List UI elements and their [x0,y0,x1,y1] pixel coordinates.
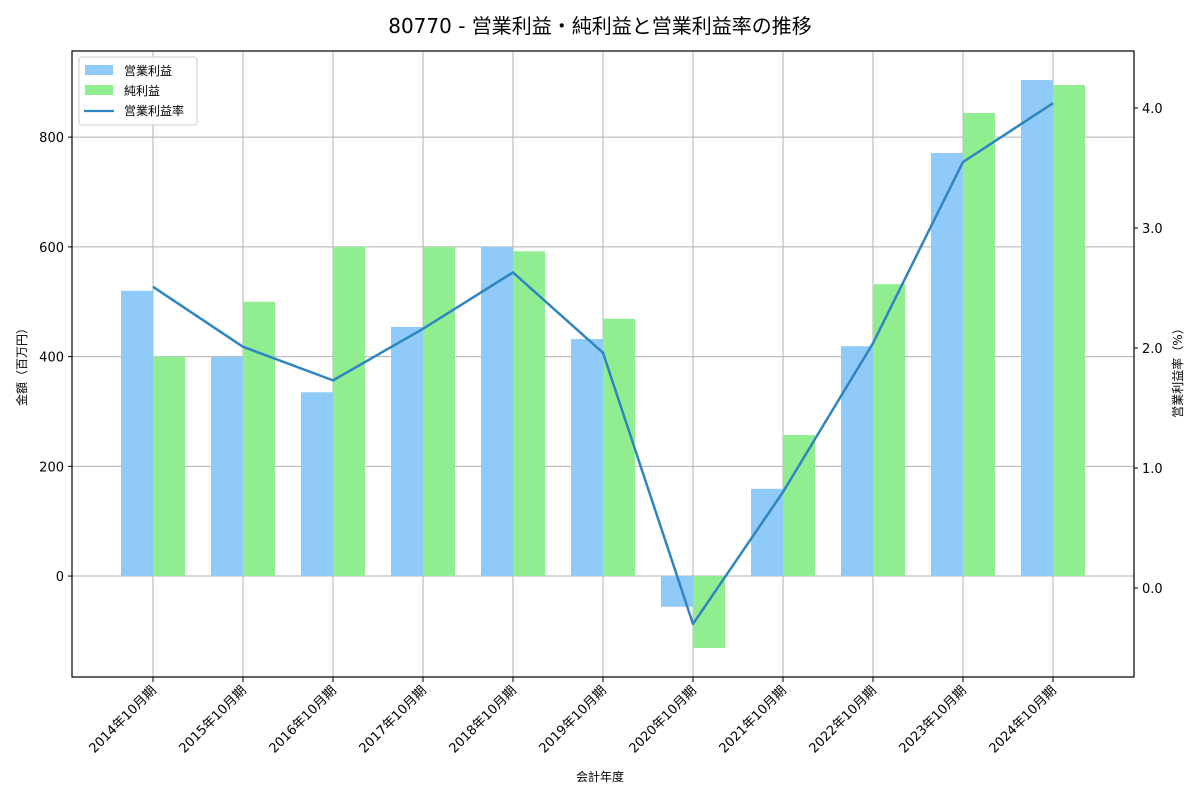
chart-title: 80770 - 営業利益・純利益と営業利益率の推移 [388,14,812,38]
legend-label-operating-margin: 営業利益率 [124,103,184,118]
bar-net-profit [693,576,725,648]
legend: 営業利益 純利益 営業利益率 [78,56,198,126]
x-tick-label: 2019年10月期 [537,683,610,756]
bar-operating-profit [571,339,603,577]
bar-net-profit [333,246,365,577]
x-tick-label: 2023年10月期 [897,683,970,756]
right-axis-label: 営業利益率（%） [1170,322,1185,417]
y-tick-label: 600 [39,241,64,256]
y-tick-label: 0 [56,570,64,585]
y-tick-label: 200 [39,460,64,475]
bar-operating-profit [931,153,963,577]
line-series [152,102,1054,626]
bar-net-profit [513,251,545,577]
y2-tick-label: 2.0 [1142,342,1163,357]
y2-tick-label: 0.0 [1142,582,1163,597]
x-axis-label: 会計年度 [576,769,624,784]
left-axis-label: 金額（百万円） [14,322,29,406]
bar-operating-profit [481,246,513,577]
line-operating-margin [152,102,1054,626]
bar-operating-profit [1021,80,1053,577]
bar-net-profit [603,318,635,577]
bar-net-profit [873,284,905,577]
right-axis-ticks: 0.0 1.0 2.0 3.0 4.0 [1134,102,1163,597]
x-tick-label: 2020年10月期 [627,683,700,756]
y-tick-label: 400 [39,351,64,366]
bar-operating-profit [301,392,333,577]
legend-label-net-profit: 純利益 [124,84,160,98]
bar-net-profit [423,246,455,577]
x-tick-label: 2022年10月期 [807,683,880,756]
bar-series [121,80,1085,648]
legend-label-operating-profit: 営業利益 [124,64,172,78]
x-tick-label: 2024年10月期 [987,683,1060,756]
bar-net-profit [153,356,185,577]
x-tick-label: 2014年10月期 [87,683,160,756]
y-tick-label: 800 [39,131,64,146]
bar-operating-profit [661,576,693,607]
bar-operating-profit [211,356,243,577]
left-axis-ticks: 0 200 400 600 800 [39,131,72,585]
x-tick-label: 2017年10月期 [357,683,430,756]
y2-tick-label: 4.0 [1142,102,1163,117]
bar-net-profit [963,112,995,577]
x-tick-label: 2016年10月期 [267,683,340,756]
legend-swatch-net-profit [85,85,113,95]
y2-tick-label: 3.0 [1142,222,1163,237]
x-tick-label: 2015年10月期 [177,683,250,756]
bar-net-profit [243,301,275,577]
bar-operating-profit [391,326,423,577]
x-axis-ticks: 2014年10月期 2015年10月期 2016年10月期 2017年10月期 2018… [87,677,1060,757]
x-tick-label: 2018年10月期 [447,683,520,756]
bar-operating-profit [121,290,153,577]
y2-tick-label: 1.0 [1142,462,1163,477]
x-tick-label: 2021年10月期 [717,683,790,756]
bar-operating-profit [841,346,873,577]
legend-swatch-operating-profit [85,65,113,75]
bar-net-profit [1053,85,1085,577]
bar-net-profit [783,435,815,577]
